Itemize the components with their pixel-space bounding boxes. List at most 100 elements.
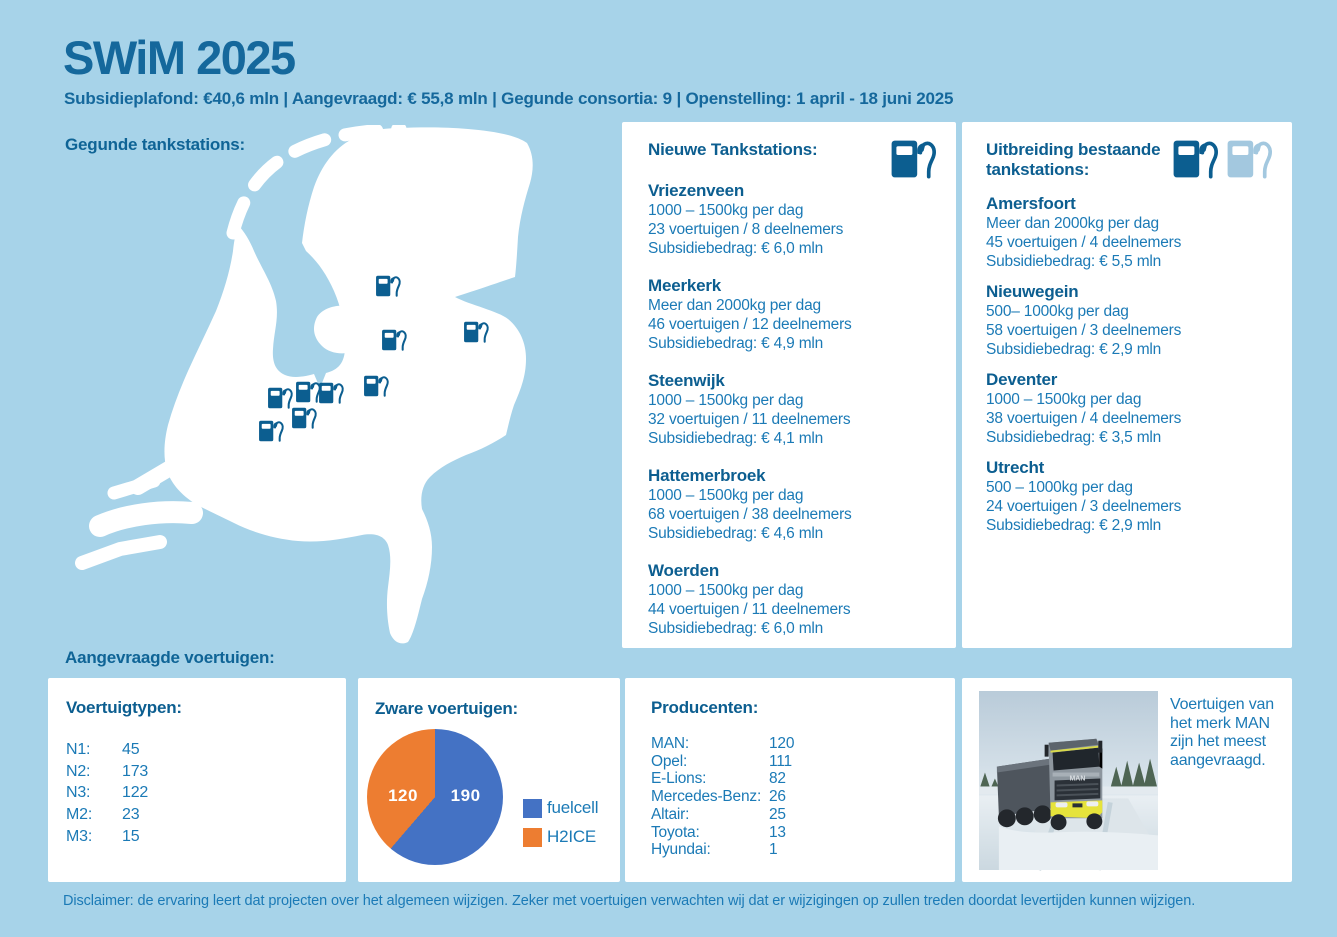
map-section-label: Gegunde tankstations: xyxy=(65,135,245,154)
pie-value-h2ice: 120 xyxy=(388,785,418,805)
station-name: Hattemerbroek xyxy=(648,466,766,485)
station-subsidy: Subsidiebedrag: € 6,0 mln xyxy=(648,240,824,257)
station-entry: Steenwijk 1000 – 1500kg per dag 32 voert… xyxy=(648,371,932,448)
row-value: 122 xyxy=(122,784,149,802)
new-stations-title: Nieuwe Tankstations: xyxy=(648,140,818,159)
row-value: 111 xyxy=(769,752,792,770)
row-label: E-Lions: xyxy=(651,770,707,788)
station-capacity: 500 – 1000kg per dag xyxy=(986,479,1133,496)
station-entry: Nieuwegein 500– 1000kg per dag 58 voertu… xyxy=(986,282,1270,359)
row-value: 173 xyxy=(122,762,149,780)
table-row: Altair: 25 xyxy=(651,806,935,824)
station-capacity: 500– 1000kg per dag xyxy=(986,303,1129,320)
row-value: 1 xyxy=(769,841,778,859)
station-subsidy: Subsidiebedrag: € 3,5 mln xyxy=(986,429,1162,446)
table-row: M3: 15 xyxy=(66,826,328,848)
station-subsidy: Subsidiebedrag: € 4,6 mln xyxy=(648,525,824,542)
vehicle-types-table: N1: 45 N2: 173 N3: 122 M2: 23 M3: 15 xyxy=(66,739,328,848)
row-value: 45 xyxy=(122,741,140,758)
station-subsidy: Subsidiebedrag: € 5,5 mln xyxy=(986,253,1162,270)
row-label: N3: xyxy=(66,784,91,802)
legend-label: fuelcell xyxy=(547,798,599,817)
man-truck-photo: MAN xyxy=(979,691,1158,871)
map-pump-marker xyxy=(381,328,408,352)
table-row: MAN: 120 xyxy=(651,735,935,753)
station-capacity: 1000 – 1500kg per dag xyxy=(648,392,804,409)
station-entry: Hattemerbroek 1000 – 1500kg per dag 68 v… xyxy=(648,466,932,543)
table-row: N2: 173 xyxy=(66,761,328,783)
fuel-pump-icon xyxy=(890,137,938,181)
legend-swatch-fuelcell xyxy=(523,798,542,818)
station-entry: Utrecht 500 – 1000kg per dag 24 voertuig… xyxy=(986,458,1270,535)
map-pump-marker xyxy=(375,274,402,298)
station-capacity: 1000 – 1500kg per dag xyxy=(986,391,1142,408)
producers-panel: Producenten: MAN: 120 Opel: 111 E-Lions: 82… xyxy=(625,678,955,882)
vehicles-section-label: Aangevraagde voertuigen: xyxy=(65,648,275,667)
station-entry: Woerden 1000 – 1500kg per dag 44 voertui… xyxy=(648,561,932,638)
table-row: E-Lions: 82 xyxy=(651,770,935,788)
station-vehicles: 38 voertuigen / 4 deelnemers xyxy=(986,410,1182,427)
station-name: Steenwijk xyxy=(648,371,725,390)
table-row: M2: 23 xyxy=(66,804,328,826)
station-capacity: 1000 – 1500kg per dag xyxy=(648,582,804,599)
netherlands-map xyxy=(70,125,590,660)
station-name: Nieuwegein xyxy=(986,282,1079,301)
station-name: Deventer xyxy=(986,370,1058,389)
row-value: 23 xyxy=(122,806,140,824)
vehicle-types-title: Voertuigtypen: xyxy=(66,698,182,717)
station-vehicles: 32 voertuigen / 11 deelnemers xyxy=(648,411,851,428)
table-row: Hyundai: 1 xyxy=(651,841,935,859)
station-capacity: 1000 – 1500kg per dag xyxy=(648,202,804,219)
heavy-vehicles-panel: Zware voertuigen: 190 120 fuelcell H2ICE xyxy=(358,678,620,882)
header-stats: Subsidieplafond: €40,6 mln | Aangevraagd… xyxy=(64,89,954,108)
station-name: Utrecht xyxy=(986,458,1045,477)
pie-value-fuelcell: 190 xyxy=(450,785,481,805)
expansion-stations-panel: Uitbreiding bestaande tankstations: Amer… xyxy=(962,122,1292,648)
row-label: Altair: xyxy=(651,805,690,823)
station-capacity: Meer dan 2000kg per dag xyxy=(648,297,821,314)
station-subsidy: Subsidiebedrag: € 2,9 mln xyxy=(986,517,1162,534)
heavy-vehicles-pie: 190 120 xyxy=(367,729,503,865)
station-capacity: Meer dan 2000kg per dag xyxy=(986,215,1159,232)
legend-item: fuelcell xyxy=(523,798,599,818)
producers-table: MAN: 120 Opel: 111 E-Lions: 82 Mercedes-Ben… xyxy=(651,735,935,859)
row-value: 120 xyxy=(769,735,795,752)
vehicle-types-panel: Voertuigtypen: N1: 45 N2: 173 N3: 122 M2: 23… xyxy=(48,678,346,882)
row-label: Opel: xyxy=(651,752,688,770)
disclaimer-text: Disclaimer: de ervaring leert dat projec… xyxy=(63,893,1196,909)
station-vehicles: 44 voertuigen / 11 deelnemers xyxy=(648,601,851,618)
row-label: M2: xyxy=(66,806,93,824)
table-row: Opel: 111 xyxy=(651,753,935,771)
expansion-stations-title: Uitbreiding bestaande tankstations: xyxy=(986,140,1161,179)
table-row: Mercedes-Benz: 26 xyxy=(651,788,935,806)
station-vehicles: 24 voertuigen / 3 deelnemers xyxy=(986,498,1182,515)
row-label: Hyundai: xyxy=(651,841,711,859)
legend-label: H2ICE xyxy=(547,827,597,846)
producers-title: Producenten: xyxy=(651,698,759,717)
station-entry: Amersfoort Meer dan 2000kg per dag 45 vo… xyxy=(986,194,1270,271)
station-vehicles: 68 voertuigen / 38 deelnemers xyxy=(648,506,852,523)
fuel-pump-icon-light xyxy=(1226,137,1274,181)
legend-swatch-h2ice xyxy=(523,827,542,847)
table-row: Toyota: 13 xyxy=(651,824,935,842)
row-value: 82 xyxy=(769,770,786,788)
row-value: 15 xyxy=(122,827,140,845)
row-label: N1: xyxy=(66,741,91,758)
row-label: Mercedes-Benz: xyxy=(651,788,762,806)
table-row: N3: 122 xyxy=(66,782,328,804)
page-title: SWiM 2025 xyxy=(63,31,296,84)
station-name: Woerden xyxy=(648,561,720,580)
fuel-pump-icon xyxy=(1172,137,1220,181)
station-vehicles: 46 voertuigen / 12 deelnemers xyxy=(648,316,852,333)
row-value: 26 xyxy=(769,788,786,806)
new-stations-panel: Nieuwe Tankstations: Vriezenveen 1000 – … xyxy=(622,122,956,648)
station-capacity: 1000 – 1500kg per dag xyxy=(648,487,804,504)
station-entry: Deventer 1000 – 1500kg per dag 38 voertu… xyxy=(986,370,1270,447)
station-subsidy: Subsidiebedrag: € 4,1 mln xyxy=(648,430,824,447)
row-label: MAN: xyxy=(651,735,689,752)
station-subsidy: Subsidiebedrag: € 2,9 mln xyxy=(986,341,1162,358)
station-subsidy: Subsidiebedrag: € 4,9 mln xyxy=(648,335,824,352)
map-pump-marker xyxy=(258,419,285,443)
man-note-text: Voertuigen van het merk MAN zijn het mee… xyxy=(1170,696,1274,769)
